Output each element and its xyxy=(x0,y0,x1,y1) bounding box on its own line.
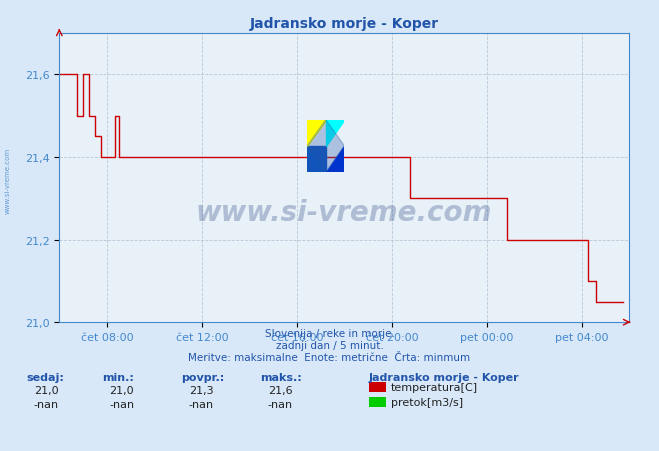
Polygon shape xyxy=(307,147,326,172)
Text: www.si-vreme.com: www.si-vreme.com xyxy=(5,147,11,213)
Title: Jadransko morje - Koper: Jadransko morje - Koper xyxy=(250,17,439,31)
Text: sedaj:: sedaj: xyxy=(26,372,64,382)
Text: www.si-vreme.com: www.si-vreme.com xyxy=(196,199,492,227)
Text: Slovenija / reke in morje.: Slovenija / reke in morje. xyxy=(264,328,395,338)
Text: Jadransko morje - Koper: Jadransko morje - Koper xyxy=(369,372,520,382)
Text: temperatura[C]: temperatura[C] xyxy=(391,382,478,392)
Text: 21,3: 21,3 xyxy=(188,386,214,396)
Text: povpr.:: povpr.: xyxy=(181,372,225,382)
Polygon shape xyxy=(307,120,344,172)
Text: pretok[m3/s]: pretok[m3/s] xyxy=(391,397,463,407)
Text: zadnji dan / 5 minut.: zadnji dan / 5 minut. xyxy=(275,341,384,350)
Text: 21,0: 21,0 xyxy=(109,386,134,396)
Text: maks.:: maks.: xyxy=(260,372,302,382)
Text: -nan: -nan xyxy=(268,399,293,409)
Text: 21,6: 21,6 xyxy=(268,386,293,396)
Polygon shape xyxy=(307,120,326,147)
Polygon shape xyxy=(326,120,344,147)
Text: Meritve: maksimalne  Enote: metrične  Črta: minmum: Meritve: maksimalne Enote: metrične Črta… xyxy=(188,353,471,363)
Text: -nan: -nan xyxy=(188,399,214,409)
Text: min.:: min.: xyxy=(102,372,134,382)
Polygon shape xyxy=(326,147,344,172)
Text: -nan: -nan xyxy=(109,399,134,409)
Text: 21,0: 21,0 xyxy=(34,386,59,396)
Text: -nan: -nan xyxy=(34,399,59,409)
